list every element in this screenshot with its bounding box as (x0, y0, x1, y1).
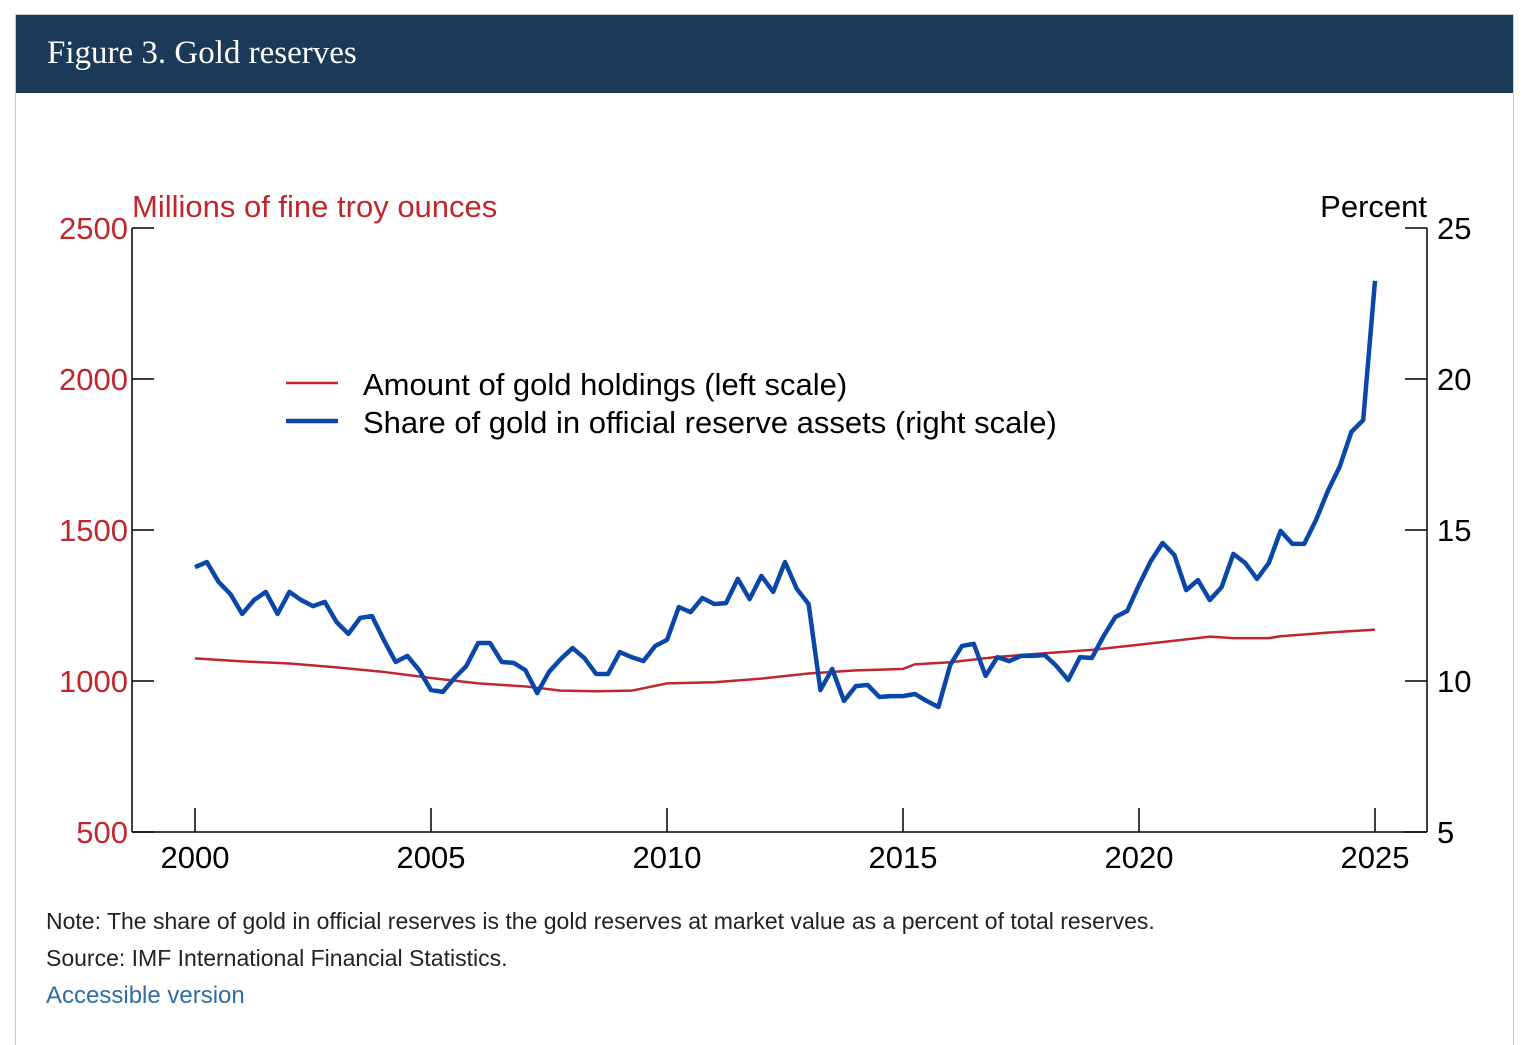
right-axis-label: Percent (1320, 189, 1427, 224)
x-tick-label: 2000 (161, 840, 230, 875)
gold-holdings-line (194, 628, 1376, 693)
figure-title-bar: Figure 3. Gold reserves (16, 15, 1513, 93)
left-tick-label: 1000 (59, 664, 128, 699)
right-tick-label: 25 (1437, 211, 1471, 246)
x-tick-label: 2020 (1105, 840, 1174, 875)
left-tick-label: 2500 (59, 211, 128, 246)
gold-share-line (194, 280, 1378, 710)
legend-label-holdings: Amount of gold holdings (left scale) (363, 367, 847, 402)
chart-note: Note: The share of gold in official rese… (46, 908, 1155, 934)
right-tick-label: 20 (1437, 362, 1471, 397)
x-tick-label: 2010 (633, 840, 702, 875)
x-tick-label: 2015 (869, 840, 938, 875)
x-tick-label: 2025 (1341, 840, 1410, 875)
left-tick-label: 500 (76, 815, 128, 850)
figure-card: Figure 3. Gold reserves (15, 14, 1514, 1045)
left-tick-label: 2000 (59, 362, 128, 397)
right-tick-label: 5 (1437, 815, 1454, 850)
x-tick-label: 2005 (397, 840, 466, 875)
left-axis-label: Millions of fine troy ounces (132, 189, 497, 224)
right-tick-label: 10 (1437, 664, 1471, 699)
accessible-version-link[interactable]: Accessible version (46, 982, 245, 1009)
chart-source: Source: IMF International Financial Stat… (46, 945, 508, 971)
figure-title: Figure 3. Gold reserves (47, 35, 357, 71)
legend-label-share: Share of gold in official reserve assets… (363, 405, 1057, 440)
left-tick-label: 1500 (59, 513, 128, 548)
right-tick-label: 15 (1437, 513, 1471, 548)
